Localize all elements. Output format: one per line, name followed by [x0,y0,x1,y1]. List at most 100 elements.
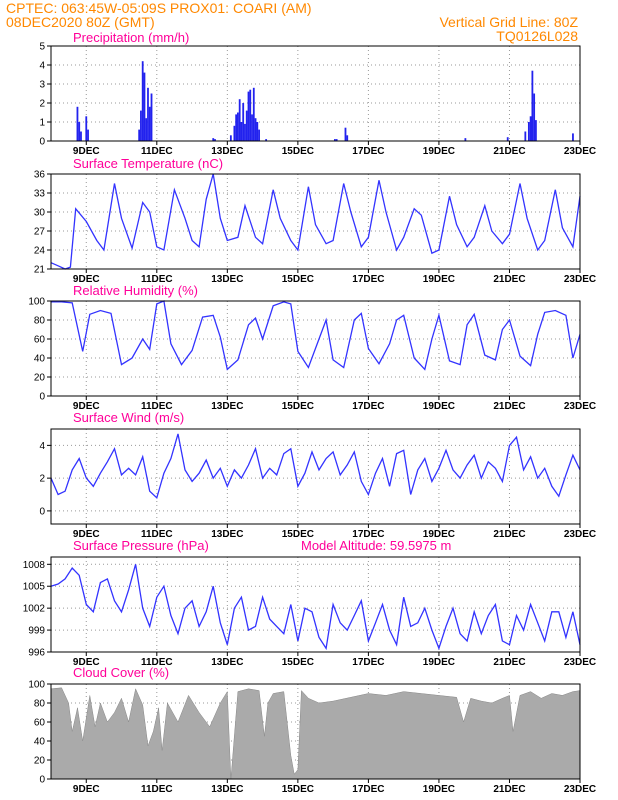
precip-bar [527,122,530,141]
precip-ytick-label: 4 [39,61,45,72]
cloud-xtick-label: 13DEC [211,784,243,795]
precip-bar [535,120,537,141]
rh-panel: 0 20 40 60 80 100 9DEC 11DEC 13DEC 15DEC 17DEC 19DE… [28,297,596,413]
wind-xtick-label: 23DEC [564,529,596,540]
pressure-frame [50,556,581,653]
pressure-panel: 996 999 1002 1005 1008 9DEC 11DEC 13DEC 15DEC 17D… [23,556,596,668]
precip-xtick-label: 19DEC [423,146,455,157]
precip-bar [251,114,253,141]
rh-series-line [51,300,581,371]
precip-bar [147,87,149,141]
rh-xtick-label: 11DEC [141,401,173,412]
temp-ytick-label: 27 [34,227,46,238]
precip-bar [78,122,81,141]
precip-ytick-label: 5 [39,42,45,53]
rh-title: Relative Humidity (%) [73,283,198,298]
cloud-ytick-label: 40 [34,737,46,748]
precip-bar [212,138,215,141]
temp-ytick-label: 30 [34,208,46,219]
pressure-xtick-label: 23DEC [564,657,596,668]
cloud-ytick-label: 60 [34,718,46,729]
precip-title: Precipitation (mm/h) [73,30,189,45]
rh-xtick-label: 15DEC [282,401,314,412]
precip-panel: 0 1 2 3 4 5 9DEC 11DEC 13DEC 15DEC 17DEC 19DEC 21DEC… [39,42,596,158]
pressure-title: Surface Pressure (hPa) [73,538,209,553]
precip-xtick-label: 9DEC [73,146,100,157]
precip-xtick-label: 11DEC [141,146,173,157]
precip-bar [242,103,245,141]
pressure-xtick-label: 11DEC [141,657,173,668]
precip-bar [533,93,536,141]
temp-xtick-label: 17DEC [352,274,384,285]
precip-ytick-label: 0 [39,137,45,148]
temp-xtick-label: 15DEC [282,274,314,285]
wind-xtick-label: 19DEC [423,529,455,540]
cloud-xtick-label: 23DEC [564,784,596,795]
rh-ytick-label: 60 [34,335,46,346]
pressure-ytick-label: 996 [28,648,45,659]
rh-ytick-label: 40 [34,354,46,365]
precip-ytick-label: 2 [39,99,45,110]
precip-xtick-label: 13DEC [211,146,243,157]
wind-series-line [50,433,581,499]
temp-ytick-label: 36 [34,170,46,181]
cloud-panel: 0 20 40 60 80 100 9DEC 11DEC 13DEC 15DEC 17DEC 19DE… [28,680,596,796]
precip-xtick-label: 17DEC [352,146,384,157]
precip-bar [531,70,534,141]
pressure-xtick-label: 9DEC [73,657,100,668]
header-line1: CPTEC: 063:45W-05:09S PROX01: COARI (AM) [6,0,312,16]
temp-xtick-label: 9DEC [73,274,100,285]
precip-bar [238,99,241,141]
wind-xtick-label: 15DEC [282,529,314,540]
precip-bar [245,110,248,141]
wind-ytick-label: 4 [39,441,45,452]
wind-ytick-label: 0 [39,506,45,517]
temp-frame [50,173,581,270]
precip-bar [235,114,238,141]
precip-bar [572,133,574,141]
precip-bar [141,61,144,142]
cloud-ytick-label: 0 [39,775,45,786]
wind-ytick-label: 2 [39,474,45,485]
rh-xtick-label: 19DEC [423,401,455,412]
header-date: 08DEC2020 80Z (GMT) [6,14,155,30]
precip-bar [87,129,89,141]
rh-ytick-label: 100 [28,297,45,308]
precip-bar [344,127,347,141]
precip-xtick-label: 21DEC [493,146,525,157]
rh-xtick-label: 13DEC [211,401,243,412]
precip-xtick-label: 15DEC [282,146,314,157]
precip-frame [50,45,581,142]
pressure-xtick-label: 19DEC [423,657,455,668]
precip-bar [76,106,79,141]
rh-ytick-label: 0 [39,392,45,403]
cloud-xtick-label: 21DEC [493,784,525,795]
precip-bar [150,93,153,141]
header-model-id: TQ0126L028 [496,28,578,44]
rh-xtick-label: 9DEC [73,401,100,412]
temp-ytick-label: 21 [34,265,46,276]
cloud-area [50,687,581,780]
pressure-ytick-label: 999 [28,626,45,637]
cloud-xtick-label: 9DEC [73,784,100,795]
pressure-ytick-label: 1008 [23,560,46,571]
precip-bar [333,139,336,141]
temp-xtick-label: 13DEC [211,274,243,285]
precip-bar [229,135,232,141]
temp-xtick-label: 19DEC [423,274,455,285]
precip-bar [143,72,146,141]
precip-bar [145,118,148,141]
cloud-xtick-label: 11DEC [141,784,173,795]
precip-bar [85,116,88,141]
precip-bar [506,137,509,141]
precip-bar [247,91,250,141]
precip-bar [80,131,82,141]
wind-xtick-label: 9DEC [73,529,100,540]
temp-title: Surface Temperature (nC) [73,156,223,171]
precip-bar [148,106,151,141]
pressure-xtick-label: 21DEC [493,657,525,668]
cloud-xtick-label: 19DEC [423,784,455,795]
cloud-ytick-label: 20 [34,756,46,767]
rh-xtick-label: 17DEC [352,401,384,412]
